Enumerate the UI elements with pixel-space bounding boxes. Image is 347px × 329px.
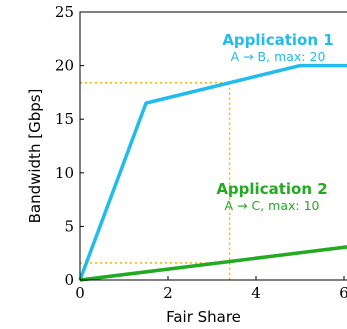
x-tick-label: 0 [75,284,85,302]
x-tick-label: 2 [163,284,173,302]
application-2-subtitle: A → C, max: 10 [225,198,320,213]
y-tick-label: 5 [64,217,74,235]
y-tick-label: 20 [55,57,74,75]
series-lines [78,63,347,282]
y-tick-label: 0 [64,271,74,289]
y-tick-label: 10 [55,164,74,182]
y-axis-label: Bandwidth [Gbps] [26,89,44,224]
y-axis-ticks: 0 5 10 15 20 25 [55,3,84,289]
x-axis-label: Fair Share [166,308,241,326]
x-tick-label: 4 [251,284,261,302]
series-line-application-1 [78,63,347,281]
application-1-subtitle: A → B, max: 20 [231,49,326,64]
series-line-application-2 [79,245,347,282]
y-tick-label: 15 [55,110,74,128]
plot-frame [79,11,347,281]
y-tick-label: 25 [55,3,74,21]
guide-lines [80,82,231,280]
application-1-title: Application 1 [222,31,333,49]
application-2-title: Application 2 [216,180,327,198]
x-tick-label: 6 [339,284,347,302]
